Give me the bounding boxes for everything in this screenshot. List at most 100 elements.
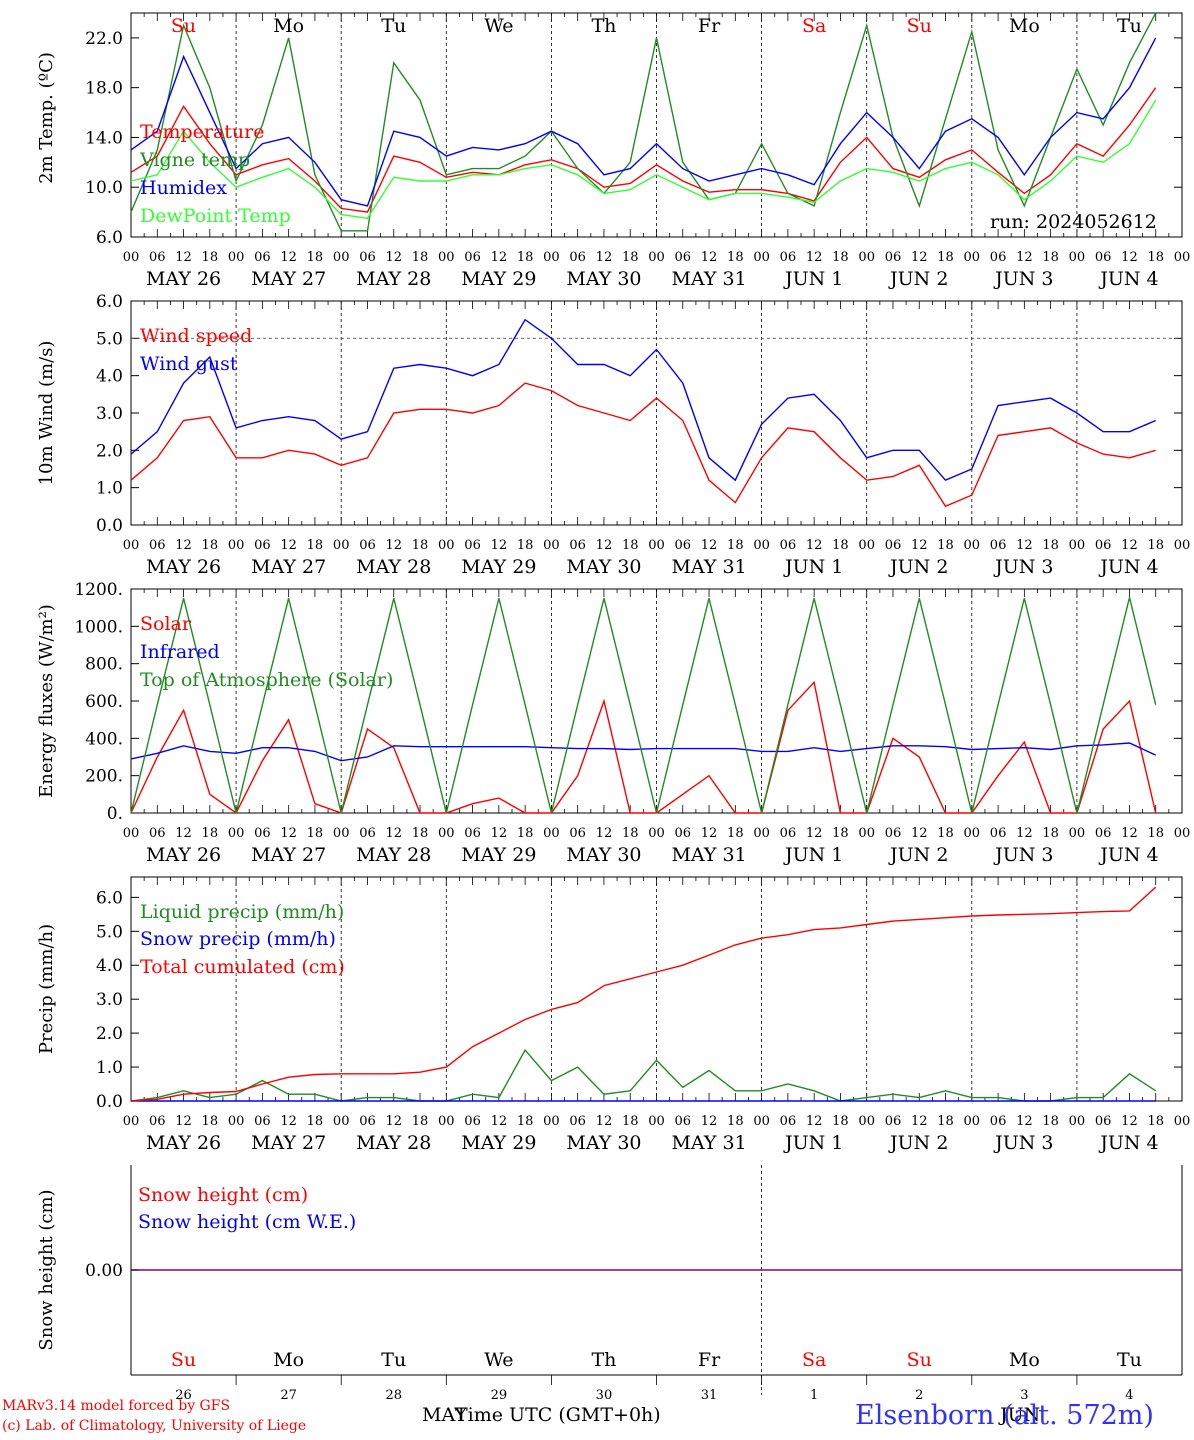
series-line xyxy=(130,12,1157,232)
hour-tick-label: 00 xyxy=(228,538,245,553)
series-line xyxy=(130,87,1157,213)
hour-tick-label: 06 xyxy=(464,826,481,841)
date-label: JUN 1 xyxy=(783,1132,843,1154)
hour-tick-label: 12 xyxy=(385,826,402,841)
hour-tick-label: 18 xyxy=(1042,826,1059,841)
day-number-label: 30 xyxy=(596,1388,613,1403)
hour-tick-label: 12 xyxy=(280,538,297,553)
hour-tick-label: 06 xyxy=(885,1114,902,1129)
run-label: run: 2024052612 xyxy=(990,211,1157,233)
weekday-label: Mo xyxy=(273,1349,304,1371)
hour-tick-label: 06 xyxy=(359,538,376,553)
date-label: MAY 28 xyxy=(356,556,431,578)
hour-tick-label: 12 xyxy=(280,1114,297,1129)
day-number-label: 1 xyxy=(810,1388,818,1403)
hour-tick-label: 12 xyxy=(911,538,928,553)
hour-tick-label: 00 xyxy=(1069,250,1086,265)
hour-tick-label: 06 xyxy=(885,538,902,553)
hour-tick-label: 00 xyxy=(543,538,560,553)
panel-4: Precip (mm/h) xyxy=(36,876,1183,1102)
hour-tick-label: 06 xyxy=(569,826,586,841)
hour-tick-label: 06 xyxy=(780,250,797,265)
panel-5: Snow height (cm) xyxy=(36,1165,1183,1395)
weekday-label: Su xyxy=(907,1349,932,1371)
hour-tick-label: 00 xyxy=(333,1114,350,1129)
hour-tick-label: 18 xyxy=(517,250,534,265)
hour-tick-label: 06 xyxy=(885,250,902,265)
hour-tick-label: 18 xyxy=(1147,1114,1164,1129)
date-label: JUN 4 xyxy=(1098,1132,1158,1154)
date-label: MAY 31 xyxy=(671,1132,746,1154)
hour-tick-label: 18 xyxy=(832,538,849,553)
hour-tick-label: 12 xyxy=(175,538,192,553)
y-tick-label: 2.0 xyxy=(96,1024,123,1044)
hour-tick-label: 06 xyxy=(149,826,166,841)
hour-tick-label: 18 xyxy=(1147,826,1164,841)
hour-tick-label: 06 xyxy=(990,538,1007,553)
date-label: MAY 29 xyxy=(461,556,536,578)
date-label: MAY 26 xyxy=(146,844,221,866)
hour-tick-label: 18 xyxy=(622,250,639,265)
plot-frame xyxy=(130,12,1183,238)
hour-tick-label: 00 xyxy=(438,538,455,553)
hour-tick-label: 00 xyxy=(753,250,770,265)
hour-tick-label: 00 xyxy=(648,538,665,553)
hour-tick-label: 18 xyxy=(202,1114,219,1129)
series-line xyxy=(130,37,1157,207)
hour-tick-label: 12 xyxy=(911,826,928,841)
y-tick-label: 5.0 xyxy=(96,922,123,942)
date-label: MAY 28 xyxy=(356,268,431,290)
date-label: MAY 31 xyxy=(671,556,746,578)
date-label: MAY 29 xyxy=(461,844,536,866)
legend-entry: Vigne temp xyxy=(139,149,250,171)
hour-tick-label: 12 xyxy=(806,538,823,553)
hour-tick-label: 12 xyxy=(1016,538,1033,553)
date-label: MAY 30 xyxy=(566,1132,641,1154)
date-label: JUN 4 xyxy=(1098,844,1158,866)
hour-tick-label: 00 xyxy=(123,538,140,553)
hour-tick-label: 18 xyxy=(727,1114,744,1129)
hour-tick-label: 00 xyxy=(123,1114,140,1129)
hour-tick-label: 00 xyxy=(753,826,770,841)
date-label: JUN 4 xyxy=(1098,556,1158,578)
hour-tick-label: 12 xyxy=(1121,250,1138,265)
hour-tick-label: 18 xyxy=(937,250,954,265)
hour-tick-label: 06 xyxy=(569,250,586,265)
y-axis-label: Energy fluxes (W/m²) xyxy=(36,604,57,798)
hour-tick-label: 06 xyxy=(780,538,797,553)
legend-entry: Solar xyxy=(140,613,192,635)
y-tick-label: 6.0 xyxy=(96,888,123,908)
hour-tick-label: 12 xyxy=(806,1114,823,1129)
weekday-label: We xyxy=(484,15,513,37)
hour-tick-label: 06 xyxy=(359,826,376,841)
hour-tick-label: 06 xyxy=(254,1114,271,1129)
y-tick-label: 22.0 xyxy=(85,29,123,49)
hour-tick-label: 18 xyxy=(412,250,429,265)
hour-tick-label: 06 xyxy=(569,538,586,553)
hour-tick-label: 00 xyxy=(858,826,875,841)
weekday-label: Su xyxy=(907,15,932,37)
y-tick-label: 4.0 xyxy=(96,956,123,976)
date-label: MAY 31 xyxy=(671,844,746,866)
hour-tick-label: 06 xyxy=(675,250,692,265)
date-label: MAY 27 xyxy=(251,844,326,866)
hour-tick-label: 18 xyxy=(517,538,534,553)
hour-tick-label: 18 xyxy=(937,538,954,553)
y-axis-label: Precip (mm/h) xyxy=(36,924,57,1054)
hour-tick-label: 18 xyxy=(622,826,639,841)
hour-tick-label: 12 xyxy=(1016,1114,1033,1129)
hour-tick-label: 06 xyxy=(149,538,166,553)
hour-tick-label: 12 xyxy=(701,250,718,265)
day-number-label: 3 xyxy=(1020,1388,1028,1403)
date-label: MAY 29 xyxy=(461,268,536,290)
hour-tick-label: 06 xyxy=(359,250,376,265)
date-label: MAY 26 xyxy=(146,556,221,578)
hour-tick-label: 12 xyxy=(1121,538,1138,553)
hour-tick-label: 18 xyxy=(307,1114,324,1129)
date-label: MAY 27 xyxy=(251,1132,326,1154)
hour-tick-label: 00 xyxy=(543,826,560,841)
hour-tick-label: 00 xyxy=(858,1114,875,1129)
hour-tick-label: 12 xyxy=(280,250,297,265)
hour-tick-label: 12 xyxy=(911,1114,928,1129)
y-tick-label: 10.0 xyxy=(85,178,123,198)
